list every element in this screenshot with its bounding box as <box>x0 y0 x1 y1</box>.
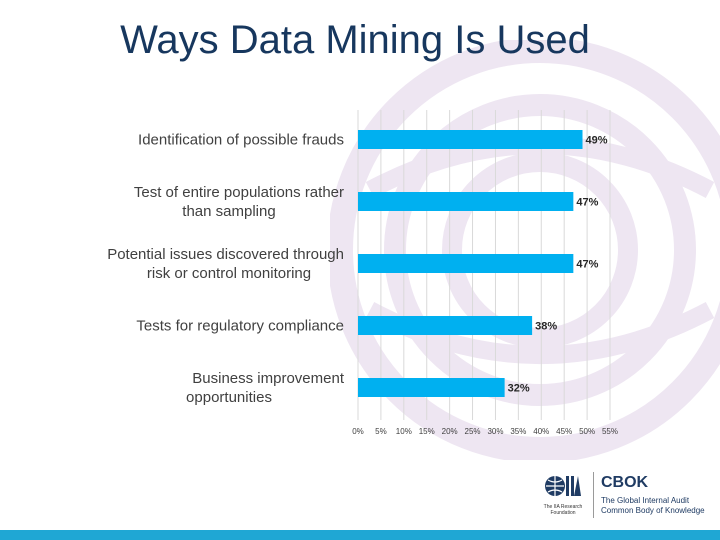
category-label: than sampling <box>182 203 275 220</box>
cbok-logo-text: CBOK <box>601 474 649 491</box>
value-label: 49% <box>586 135 608 147</box>
bar <box>358 192 574 211</box>
x-tick-label: 20% <box>442 427 458 436</box>
bar <box>358 254 574 273</box>
x-tick-label: 10% <box>396 427 412 436</box>
iia-caption: The IIA Research Foundation <box>543 504 583 516</box>
bar-chart: Identification of possible frauds Test of… <box>107 110 618 436</box>
cbok-subtitle: The Global Internal Audit Common Body of… <box>601 496 705 515</box>
category-label: Potential issues discovered through <box>107 246 344 263</box>
x-tick-label: 5% <box>375 427 387 436</box>
x-tick-label: 55% <box>602 427 618 436</box>
x-tick-label: 15% <box>419 427 435 436</box>
x-tick-label: 50% <box>579 427 595 436</box>
value-labels: 49% 47% 47% 38% 32% <box>508 135 608 395</box>
x-tick-label: 35% <box>510 427 526 436</box>
bar <box>358 316 533 335</box>
category-label: Business improvement <box>192 370 345 387</box>
bars <box>358 130 583 397</box>
slide-title: Ways Data Mining Is Used <box>120 18 590 62</box>
category-label: Identification of possible frauds <box>138 132 344 149</box>
value-label: 32% <box>508 383 530 395</box>
category-labels: Identification of possible frauds Test of… <box>107 132 345 407</box>
x-tick-label: 45% <box>556 427 572 436</box>
x-axis-ticks: 0% 5% 10% 15% 20% 25% 30% 35% 40% 45% 50% 55% <box>352 427 618 436</box>
iia-globe-logo-icon <box>545 476 581 496</box>
x-tick-label: 25% <box>465 427 481 436</box>
logo-divider <box>593 472 594 518</box>
category-label: Test of entire populations rather <box>134 184 344 201</box>
category-label: Tests for regulatory compliance <box>136 318 344 335</box>
value-label: 38% <box>535 321 557 333</box>
footer-bar <box>0 530 720 540</box>
x-tick-label: 30% <box>487 427 503 436</box>
bar <box>358 130 583 149</box>
bar <box>358 378 505 397</box>
category-label: opportunities <box>186 389 272 406</box>
value-label: 47% <box>576 197 598 209</box>
logo-area: The IIA Research Foundation CBOK The Glo… <box>535 470 715 526</box>
category-label: risk or control monitoring <box>147 265 311 282</box>
x-tick-label: 0% <box>352 427 364 436</box>
x-tick-label: 40% <box>533 427 549 436</box>
value-label: 47% <box>576 259 598 271</box>
